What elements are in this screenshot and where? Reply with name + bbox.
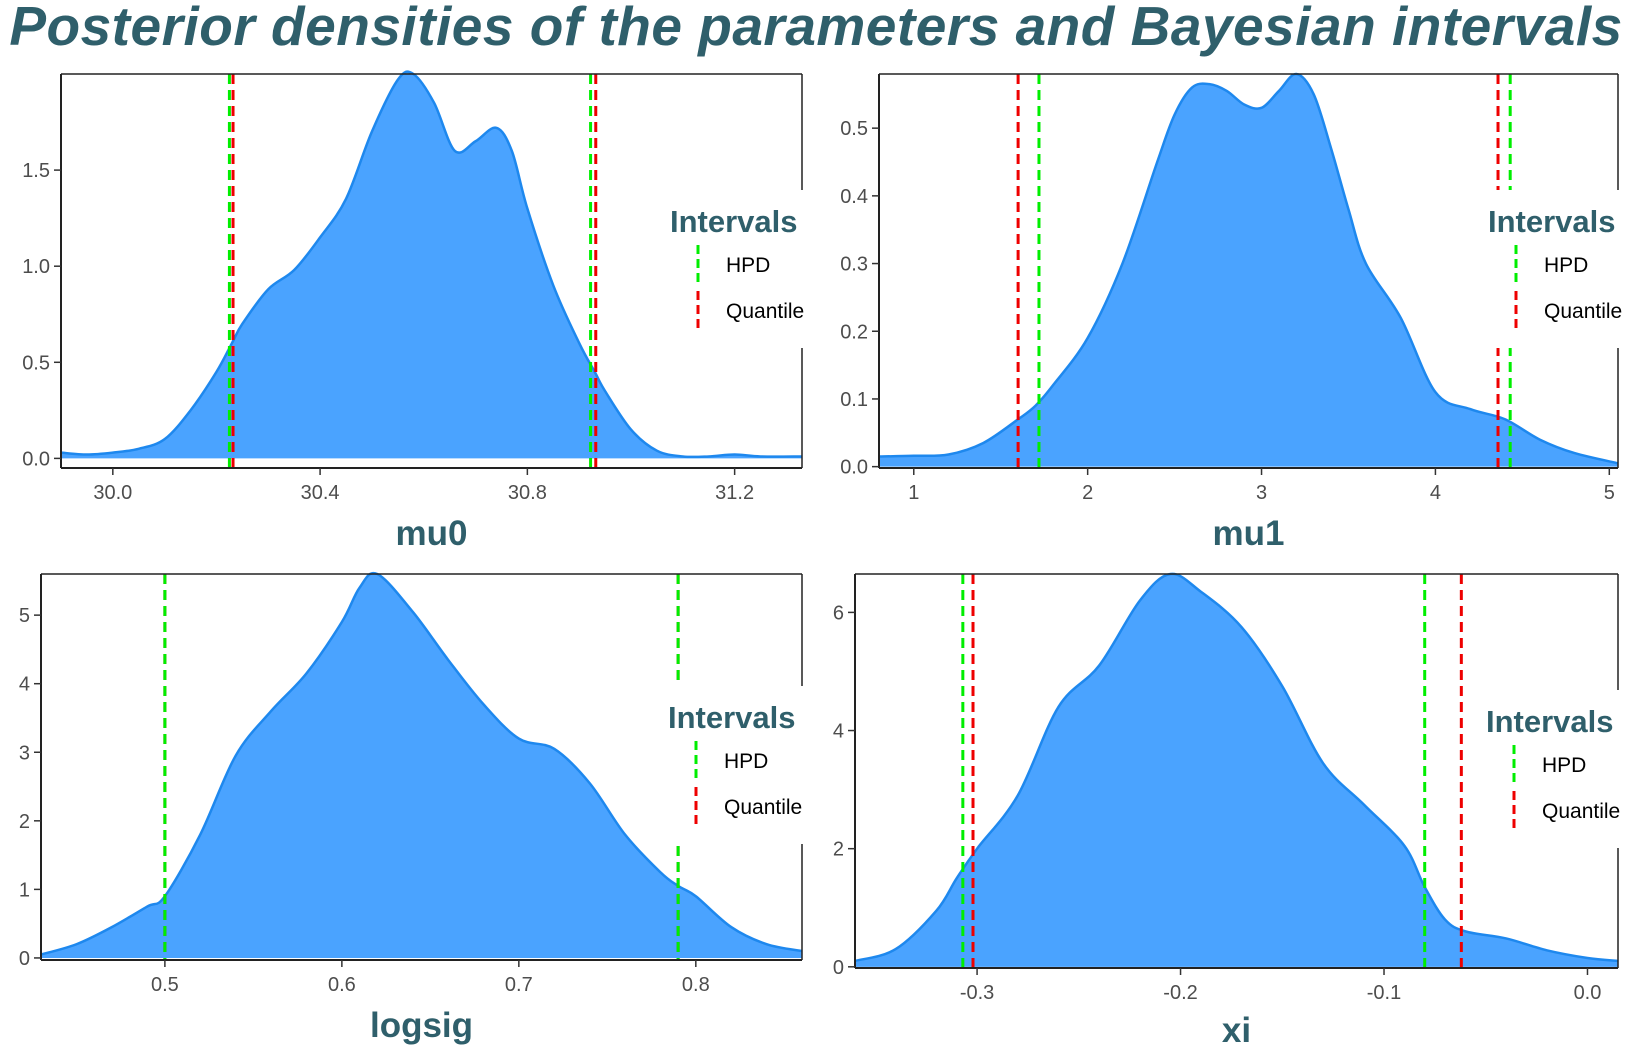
y-tick-label: 0: [19, 948, 30, 970]
x-tick-label: 0.7: [505, 974, 533, 996]
y-tick-label: 4: [833, 721, 844, 743]
x-tick-label: 1: [908, 482, 919, 504]
x-tick-label: 3: [1256, 482, 1267, 504]
legend-label-hpd: HPD: [1542, 754, 1586, 777]
density-line: [60, 70, 803, 459]
legend-title: Intervals: [670, 204, 798, 239]
x-tick-label: 4: [1430, 482, 1441, 504]
x-tick-label: 0.5: [151, 974, 179, 996]
y-tick-label: 1.0: [22, 256, 50, 278]
legend: Intervals HPD Quantile: [664, 190, 814, 348]
x-tick-label: 0.8: [682, 974, 710, 996]
y-tick-label: 1: [19, 879, 30, 901]
y-tick-label: 5: [19, 605, 30, 627]
panel-logsig: 0 1 2 3 4 5 0.5 0.6 0.7 0.8 logsig Intervals HPD Quan…: [19, 571, 812, 1045]
panel-mu1: 0.0 0.1 0.2 0.3 0.4 0.5 1 2 3 4 5 mu1 Intervals HPD Qu…: [840, 72, 1632, 553]
y-tick-label: 2: [833, 839, 844, 861]
x-axis-title: logsig: [370, 1006, 473, 1045]
x-tick-label: 0.6: [328, 974, 356, 996]
legend-background: [664, 190, 814, 348]
y-tick-label: 0.3: [840, 254, 868, 276]
legend-label-quantile: Quantile: [1544, 300, 1622, 323]
legend-label-quantile: Quantile: [1542, 800, 1620, 823]
y-tick-label: 6: [833, 602, 844, 624]
y-tick-label: 0.0: [22, 448, 50, 470]
legend-title: Intervals: [1486, 704, 1614, 739]
legend-background: [1480, 690, 1630, 848]
x-axis-title: mu1: [1213, 514, 1285, 553]
legend-label-hpd: HPD: [1544, 254, 1588, 277]
density-line: [878, 72, 1619, 465]
y-tick-label: 2: [19, 811, 30, 833]
y-tick-label: 4: [19, 674, 30, 696]
x-tick-label: 0.0: [1574, 982, 1602, 1004]
y-tick-label: 0.4: [840, 186, 868, 208]
legend: Intervals HPD Quantile: [662, 686, 812, 844]
x-tick-label: 2: [1082, 482, 1093, 504]
y-tick-label: 0: [833, 957, 844, 979]
x-axis-title: xi: [1222, 1011, 1251, 1050]
x-tick-label: -0.1: [1367, 982, 1401, 1004]
legend-label-hpd: HPD: [724, 750, 768, 773]
legend-background: [662, 686, 812, 844]
legend-title: Intervals: [1488, 204, 1616, 239]
y-tick-label: 0.1: [840, 389, 868, 411]
x-tick-label: -0.2: [1163, 982, 1197, 1004]
legend: Intervals HPD Quantile: [1480, 690, 1630, 848]
y-tick-label: 0.5: [22, 352, 50, 374]
x-tick-label: 5: [1604, 482, 1615, 504]
panel-mu0: 0.0 0.5 1.0 1.5 30.0 30.4 30.8 31.2 mu0 Intervals…: [22, 70, 814, 553]
x-axis-title: mu0: [396, 514, 468, 553]
legend-title: Intervals: [668, 700, 796, 735]
x-tick-label: 30.4: [301, 482, 340, 504]
main-title: Posterior densities of the parameters an…: [9, 0, 1623, 57]
density-area: [61, 71, 802, 459]
legend-label-quantile: Quantile: [726, 300, 804, 323]
y-tick-label: 3: [19, 742, 30, 764]
y-tick-label: 0.5: [840, 118, 868, 140]
panel-xi: 0 2 4 6 -0.3 -0.2 -0.1 0.0 xi Intervals HPD Quantil…: [833, 572, 1630, 1050]
x-tick-label: 30.8: [508, 482, 547, 504]
legend-label-quantile: Quantile: [724, 796, 802, 819]
y-tick-label: 0.2: [840, 321, 868, 343]
legend: Intervals HPD Quantile: [1482, 190, 1632, 348]
density-area: [855, 573, 1618, 967]
legend-background: [1482, 190, 1632, 348]
y-tick-label: 1.5: [22, 160, 50, 182]
y-tick-label: 0.0: [840, 457, 868, 479]
legend-label-hpd: HPD: [726, 254, 770, 277]
x-tick-label: -0.3: [960, 982, 994, 1004]
x-tick-label: 30.0: [93, 482, 132, 504]
density-area: [879, 73, 1618, 467]
x-tick-label: 31.2: [715, 482, 754, 504]
density-area: [41, 573, 802, 958]
